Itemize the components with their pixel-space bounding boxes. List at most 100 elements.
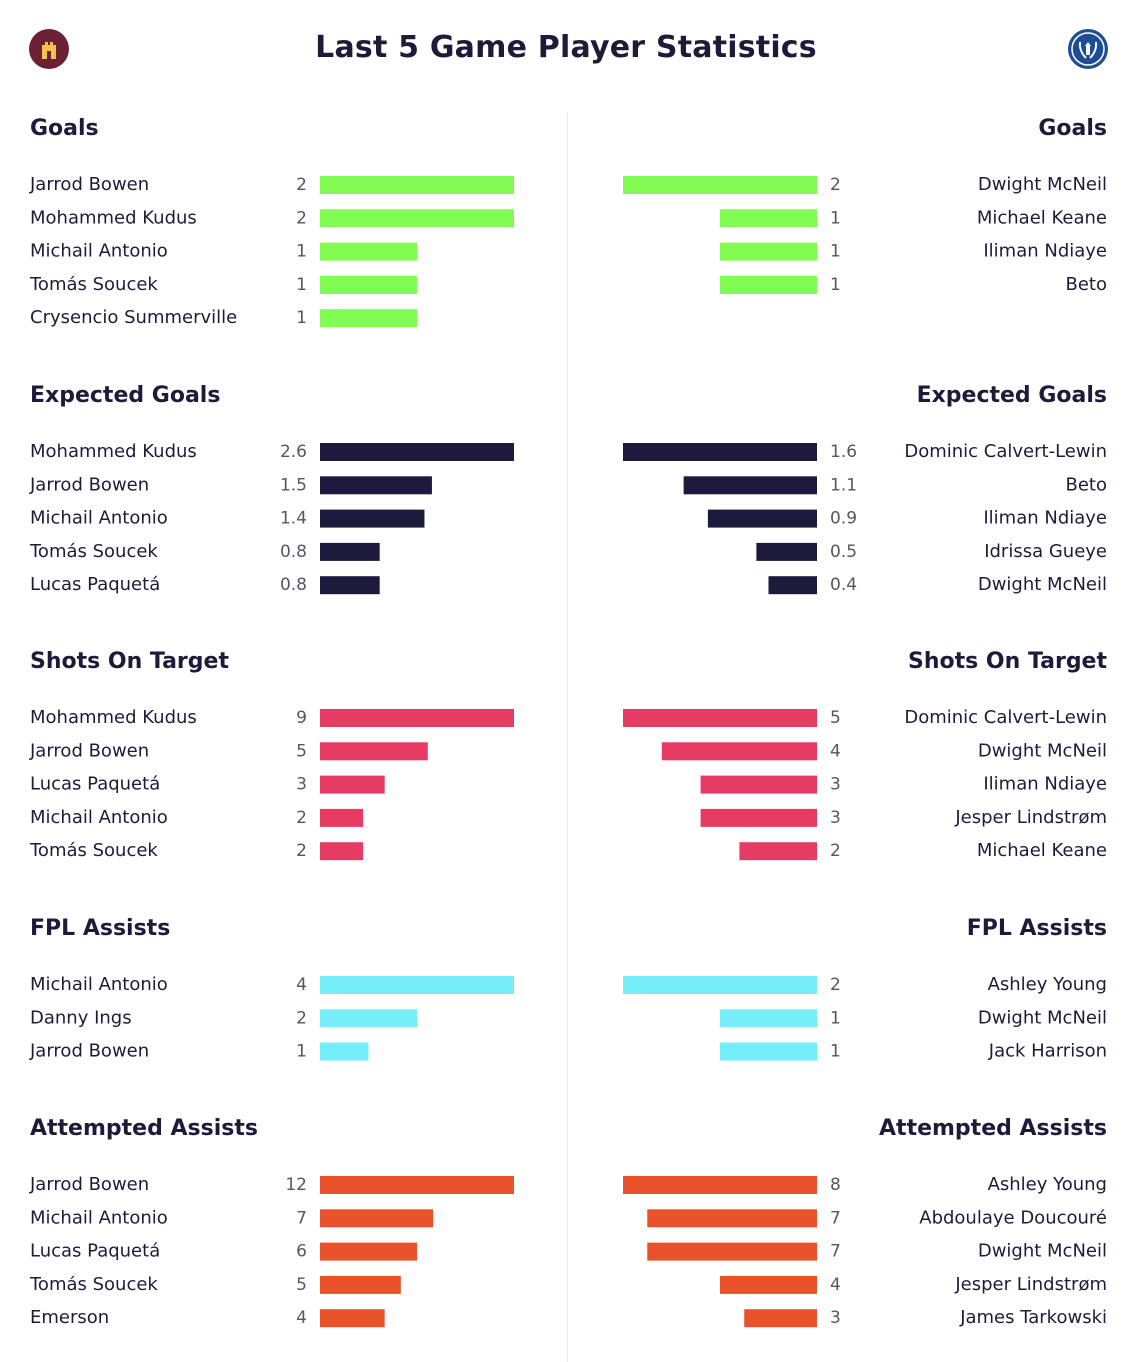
left-bar-expected_goals [320, 576, 380, 595]
left-bar-goals [320, 309, 417, 328]
section-title-right-shots_on_target: Shots On Target [908, 649, 1107, 674]
left-player-name: Jarrod Bowen [29, 740, 149, 761]
right-value-label: 2 [830, 175, 841, 195]
right-value-label: 0.5 [830, 542, 857, 562]
left-value-label: 1 [296, 275, 307, 295]
left-value-label: 7 [296, 1208, 307, 1228]
everton-crest-icon [1068, 29, 1108, 69]
right-value-label: 1 [830, 1008, 841, 1028]
right-bar-attempted_assists [720, 1275, 817, 1294]
left-value-label: 2 [296, 808, 307, 828]
left-player-name: Michail Antonio [30, 241, 168, 262]
right-player-name: Ashley Young [988, 1174, 1107, 1195]
left-player-name: Michail Antonio [30, 508, 168, 529]
right-player-name: James Tarkowski [959, 1307, 1107, 1328]
left-bar-goals [320, 209, 514, 228]
right-value-label: 0.4 [830, 575, 857, 595]
left-bar-shots_on_target [320, 742, 428, 761]
right-value-label: 7 [830, 1242, 841, 1262]
right-value-label: 3 [830, 1308, 841, 1328]
left-player-name: Tomás Soucek [29, 274, 158, 295]
right-bar-attempted_assists [647, 1209, 817, 1228]
left-player-name: Tomás Soucek [29, 840, 158, 861]
right-player-name: Iliman Ndiaye [983, 774, 1107, 795]
section-title-left-goals: Goals [30, 116, 99, 141]
left-value-label: 4 [296, 975, 307, 995]
right-player-name: Abdoulaye Doucouré [919, 1207, 1107, 1228]
right-player-name: Dominic Calvert-Lewin [904, 441, 1107, 462]
right-value-label: 4 [830, 741, 841, 761]
section-title-right-goals: Goals [1038, 116, 1107, 141]
left-player-name: Jarrod Bowen [29, 1174, 149, 1195]
right-value-label: 1 [830, 1042, 841, 1062]
left-bar-fpl_assists [320, 1042, 369, 1061]
right-value-label: 1 [830, 208, 841, 228]
right-bar-goals [720, 275, 817, 294]
right-value-label: 2 [830, 975, 841, 995]
right-value-label: 3 [830, 775, 841, 795]
right-value-label: 2 [830, 841, 841, 861]
left-player-name: Lucas Paquetá [30, 774, 160, 795]
right-bar-shots_on_target [661, 742, 817, 761]
right-bar-shots_on_target [700, 775, 817, 794]
right-bar-fpl_assists [720, 1009, 817, 1028]
left-player-name: Jarrod Bowen [29, 174, 149, 195]
right-player-name: Dwight McNeil [978, 1007, 1107, 1028]
left-player-name: Danny Ings [30, 1007, 132, 1028]
left-player-name: Michail Antonio [30, 1207, 168, 1228]
section-title-left-shots_on_target: Shots On Target [30, 649, 229, 674]
left-bar-attempted_assists [320, 1309, 385, 1328]
left-player-name: Tomás Soucek [29, 541, 158, 562]
left-player-name: Emerson [30, 1307, 109, 1328]
right-player-name: Beto [1066, 474, 1108, 495]
right-bar-shots_on_target [700, 808, 817, 827]
left-bar-shots_on_target [320, 808, 364, 827]
section-title-left-expected_goals: Expected Goals [30, 383, 220, 408]
left-player-name: Tomás Soucek [29, 1274, 158, 1295]
left-bar-expected_goals [320, 443, 514, 461]
right-player-name: Idrissa Gueye [984, 541, 1107, 562]
left-bar-goals [320, 176, 514, 194]
right-bar-expected_goals [683, 476, 817, 495]
left-player-name: Mohammed Kudus [30, 707, 197, 728]
west-ham-crest-icon [29, 29, 69, 69]
left-value-label: 5 [296, 741, 307, 761]
left-value-label: 4 [296, 1308, 307, 1328]
left-player-name: Mohammed Kudus [30, 207, 197, 228]
right-bar-attempted_assists [647, 1242, 817, 1261]
page-title: Last 5 Game Player Statistics [315, 30, 817, 65]
left-player-name: Michail Antonio [30, 807, 168, 828]
left-player-name: Lucas Paquetá [30, 1241, 160, 1262]
right-player-name: Iliman Ndiaye [983, 508, 1107, 529]
left-bar-fpl_assists [320, 976, 514, 994]
right-value-label: 8 [830, 1175, 841, 1195]
left-value-label: 0.8 [280, 542, 307, 562]
section-title-right-fpl_assists: FPL Assists [967, 916, 1107, 941]
right-bar-shots_on_target [739, 842, 817, 861]
left-bar-attempted_assists [320, 1209, 434, 1228]
right-player-name: Iliman Ndiaye [983, 241, 1107, 262]
right-bar-expected_goals [768, 576, 817, 595]
left-player-name: Lucas Paquetá [30, 574, 160, 595]
right-bar-fpl_assists [623, 976, 817, 994]
right-bar-goals [623, 176, 817, 194]
right-value-label: 1 [830, 242, 841, 262]
right-bar-shots_on_target [623, 709, 817, 727]
left-bar-expected_goals [320, 542, 380, 561]
left-value-label: 1 [296, 1042, 307, 1062]
right-player-name: Dwight McNeil [978, 574, 1107, 595]
left-player-name: Michail Antonio [30, 974, 168, 995]
left-value-label: 2 [296, 208, 307, 228]
left-bar-shots_on_target [320, 709, 514, 727]
right-player-name: Jesper Lindstrøm [954, 807, 1107, 828]
right-player-name: Michael Keane [977, 207, 1107, 228]
right-bar-expected_goals [707, 509, 817, 528]
left-value-label: 2 [296, 1008, 307, 1028]
section-title-right-attempted_assists: Attempted Assists [879, 1116, 1107, 1141]
right-player-name: Dominic Calvert-Lewin [904, 707, 1107, 728]
left-value-label: 9 [296, 708, 307, 728]
section-title-right-expected_goals: Expected Goals [917, 383, 1107, 408]
left-value-label: 1.4 [280, 509, 307, 529]
right-player-name: Beto [1066, 274, 1108, 295]
